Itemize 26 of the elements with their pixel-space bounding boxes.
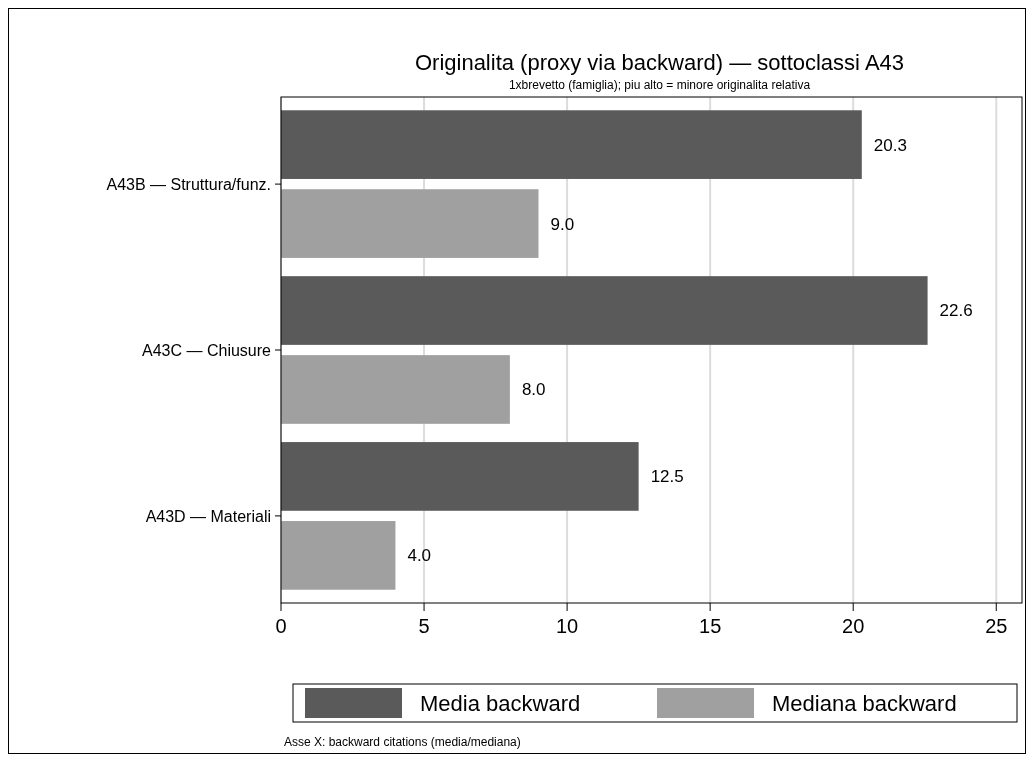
- chart-title: Originalita (proxy via backward) — sottoclassi A43: [414, 50, 905, 75]
- data-label: 20.3: [873, 135, 907, 155]
- legend-label: Mediana backward: [772, 690, 957, 716]
- x-tick-label: 25: [985, 615, 1008, 637]
- x-tick-label: 20: [842, 615, 865, 637]
- bar: [281, 355, 510, 424]
- x-tick-label: 10: [555, 615, 579, 637]
- data-label: 4.0: [407, 546, 432, 566]
- text: Asse X: backward citations (media/mediana): [284, 735, 521, 749]
- y-tick-label: A43B — Struttura/funz.: [106, 175, 271, 193]
- bar: [281, 189, 539, 258]
- data-label: 22.6: [939, 301, 973, 321]
- bar: [281, 276, 928, 345]
- bar: [281, 442, 639, 511]
- data-label: 8.0: [521, 380, 546, 400]
- bar: [281, 521, 396, 590]
- y-tick-label: A43D — Materiali: [145, 507, 271, 525]
- x-tick-label: 0: [275, 615, 287, 637]
- data-label: 12.5: [650, 467, 684, 487]
- x-tick-label: 15: [699, 615, 722, 637]
- y-tick-label: A43C — Chiusure: [142, 341, 272, 359]
- data-label: 9.0: [550, 214, 575, 234]
- legend-label: Media backward: [420, 690, 581, 716]
- bar: [281, 110, 862, 179]
- x-tick-label: 5: [418, 615, 430, 637]
- chart-subtitle: 1xbrevetto (famiglia); piu alto = minore originalita relativa: [508, 78, 811, 92]
